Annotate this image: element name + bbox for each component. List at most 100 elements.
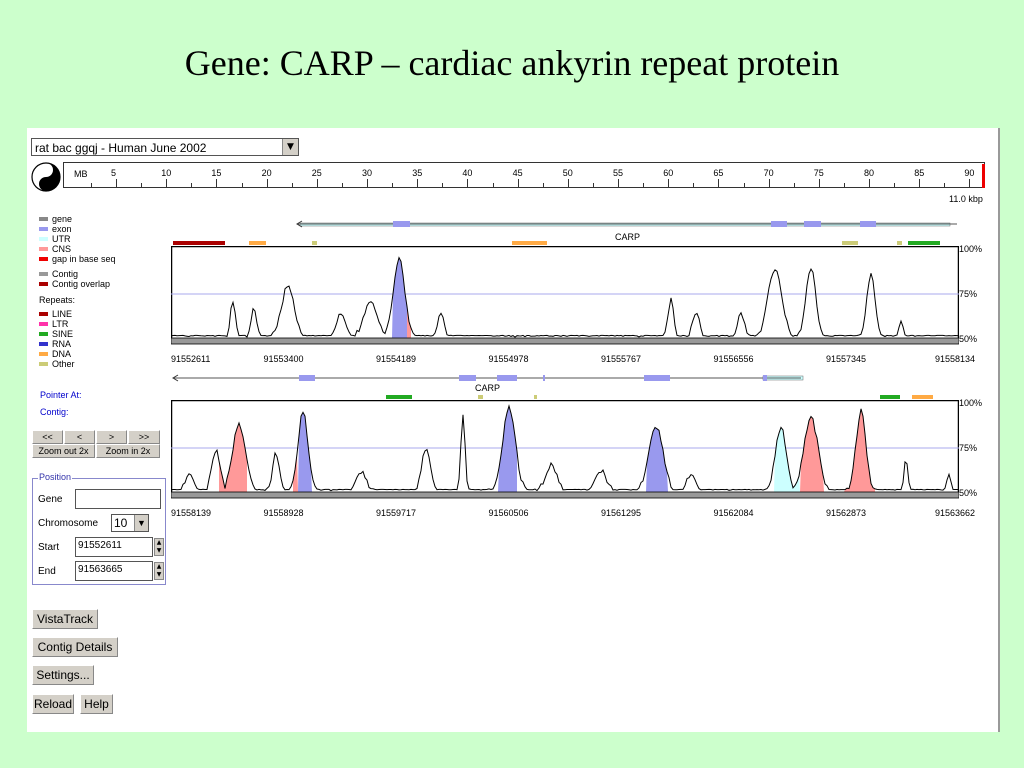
scroll-left-button[interactable]: < (64, 430, 95, 444)
settings-button[interactable]: Settings... (32, 665, 94, 685)
ruler-minor-tick (693, 183, 695, 187)
track1-conservation-plot[interactable] (171, 246, 959, 348)
vista-browser-panel: rat bac ggqj - Human June 2002 ▼ MB 5 10 1… (27, 128, 1000, 732)
track2-exon[interactable] (497, 375, 517, 381)
vistatrack-button[interactable]: VistaTrack (32, 609, 98, 629)
ruler-position-marker[interactable] (982, 164, 985, 188)
pointer-at-label: Pointer At: (40, 390, 82, 400)
track2-exon-fill[interactable] (498, 406, 517, 492)
ruler-tick (668, 179, 670, 187)
track1-exon[interactable] (771, 221, 787, 227)
legend-swatch (39, 247, 48, 251)
y-axis-label: 75% (959, 443, 978, 453)
track2-annotation[interactable]: CARP (167, 366, 967, 402)
ruler-minor-tick (91, 183, 92, 187)
track2-exon[interactable] (543, 375, 545, 381)
track1-repeats (173, 241, 940, 245)
help-button[interactable]: Help (80, 694, 113, 714)
track2-cns-fill[interactable] (219, 422, 247, 492)
megabase-ruler[interactable]: MB 5 10 15 20 25 30 35 40 45 50 55 60 65 70 75 80 85 90 (63, 162, 985, 188)
track2-gene-name: CARP (475, 383, 500, 393)
sine-repeat (880, 395, 900, 399)
chromosome-label: Chromosome (38, 518, 99, 529)
legend-label: DNA (52, 349, 72, 359)
track2-exon-fill[interactable] (646, 427, 668, 493)
other-repeat (478, 395, 483, 399)
ruler-minor-tick (643, 183, 645, 187)
line-repeat (173, 241, 225, 245)
x-axis-label: 91563662 (935, 508, 976, 518)
conservation-curve (171, 404, 959, 492)
end-input[interactable]: 91563665 (75, 561, 153, 581)
chromosome-select[interactable]: 10 ▼ (111, 514, 149, 532)
ruler-minor-tick (241, 183, 243, 187)
legend-swatch (39, 282, 48, 286)
track2-exon[interactable] (763, 375, 767, 381)
track2-cns-fill[interactable] (293, 453, 298, 492)
zoom-out-button[interactable]: Zoom out 2x (32, 444, 95, 458)
ruler-tick-label: 70 (763, 168, 774, 178)
x-axis-label: 91562084 (713, 508, 754, 518)
ruler-tick (467, 179, 469, 187)
ruler-minor-tick (743, 183, 745, 187)
scroll-far-right-button[interactable]: >> (128, 430, 160, 444)
track1-strand-arrow (296, 220, 303, 228)
track1-x-axis: 91552611 91553400 91554189 91554978 91555767… (171, 354, 975, 366)
ruler-minor-tick (593, 183, 594, 187)
track2-exon-fill[interactable] (298, 412, 312, 492)
contig-details-button[interactable]: Contig Details (32, 637, 118, 657)
ruler-tick (116, 179, 117, 187)
dna-repeat (912, 395, 933, 399)
track1-exon[interactable] (804, 221, 821, 227)
x-axis-label: 91562873 (826, 508, 867, 518)
track2-exon[interactable] (644, 375, 670, 381)
zoom-in-button[interactable]: Zoom in 2x (96, 444, 160, 458)
contig-bar[interactable] (171, 491, 959, 499)
track2-conservation-plot[interactable] (171, 400, 959, 502)
gene-label: Gene (38, 494, 63, 505)
ruler-minor-tick (392, 183, 394, 187)
y-axis-label: 100% (959, 398, 983, 408)
scroll-right-button[interactable]: > (96, 430, 127, 444)
track2-exon[interactable] (299, 375, 315, 381)
chevron-down-icon[interactable]: ▼ (282, 139, 298, 155)
track2-exon[interactable] (459, 375, 476, 381)
ruler-tick (818, 179, 820, 187)
scroll-far-left-button[interactable]: << (32, 430, 63, 444)
track1-annotation[interactable]: CARP (167, 212, 967, 248)
contig-bar[interactable] (171, 337, 959, 345)
gene-input[interactable] (75, 489, 161, 509)
track1-exon[interactable] (393, 221, 410, 227)
x-axis-label: 91552611 (171, 354, 211, 364)
track2-repeats (386, 395, 933, 399)
ruler-tick (417, 179, 419, 187)
repeats-title: Repeats: (39, 295, 76, 305)
ruler-tick (768, 179, 770, 187)
species-select[interactable]: rat bac ggqj - Human June 2002 ▼ (31, 138, 299, 156)
conservation-curve (171, 256, 959, 338)
x-axis-label: 91555767 (601, 354, 642, 364)
dna-repeat (512, 241, 547, 245)
legend-swatch (39, 352, 48, 356)
track2-cns-fill[interactable] (844, 408, 875, 492)
other-repeat (842, 241, 858, 245)
ruler-tick-label: 45 (512, 168, 523, 178)
chevron-down-icon[interactable]: ▼ (134, 515, 148, 531)
x-axis-label: 91558134 (935, 354, 976, 364)
other-repeat (897, 241, 902, 245)
reload-button[interactable]: Reload (32, 694, 74, 714)
legend-swatch (39, 272, 48, 276)
ruler-tick (618, 179, 619, 187)
y-axis-label: 75% (959, 289, 978, 299)
start-stepper[interactable]: ▲ ▼ (154, 538, 164, 556)
sine-repeat (908, 241, 940, 245)
end-stepper[interactable]: ▲ ▼ (154, 562, 164, 580)
ruler-minor-tick (442, 183, 444, 187)
legend-label: gene (52, 214, 73, 224)
start-input[interactable]: 91552611 (75, 537, 153, 557)
legend-label: LTR (52, 319, 69, 329)
ruler-minor-tick (944, 183, 946, 187)
track1-exon[interactable] (860, 221, 876, 227)
y-axis-label: 50% (959, 488, 978, 498)
end-label: End (38, 566, 56, 577)
